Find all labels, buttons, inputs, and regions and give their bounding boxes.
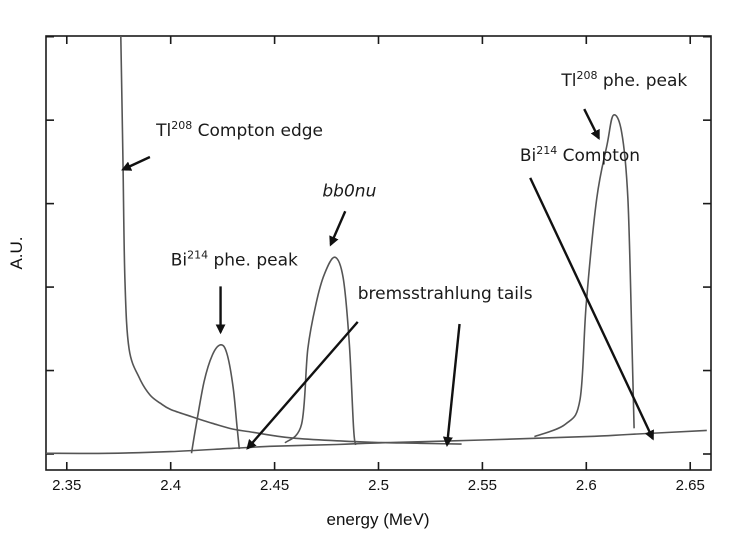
annotation-superscript: 208 <box>171 119 192 132</box>
series-line-2 <box>284 256 357 446</box>
annotation-arrow <box>529 177 654 441</box>
x-tick-label: 2.45 <box>260 477 289 494</box>
x-tick-label: 2.65 <box>676 477 705 494</box>
annotation-label: Bi214 Compton <box>520 144 640 166</box>
plot-area-frame <box>45 35 712 471</box>
x-tick-label: 2.4 <box>160 477 181 494</box>
annotation-arrow <box>442 323 461 447</box>
annotation-arrow <box>121 155 151 171</box>
series-line-0 <box>120 36 462 445</box>
spectrum-curves <box>46 36 707 455</box>
annotation-arrows <box>121 108 654 450</box>
x-tick-label: 2.6 <box>576 477 597 494</box>
annotation-main-text: Tl <box>560 71 576 91</box>
annotation-arrow <box>246 321 359 450</box>
annotation-rest-text: phe. peak <box>208 251 298 271</box>
annotation-superscript: 208 <box>576 69 597 82</box>
annotation-main-text: Bi <box>171 251 187 271</box>
series-line-3 <box>534 114 635 438</box>
x-tick-label: 2.5 <box>368 477 389 494</box>
annotation-main-text: Bi <box>520 146 536 166</box>
annotation-label: Tl208 Compton edge <box>155 119 323 141</box>
annotation-rest-text: phe. peak <box>597 71 687 91</box>
annotation-label: bremsstrahlung tails <box>358 284 533 304</box>
annotation-label: Bi214 phe. peak <box>171 249 298 271</box>
annotation-main-text: Tl <box>155 121 171 141</box>
series-line-1 <box>190 343 241 454</box>
y-axis-label: A.U. <box>7 236 26 269</box>
y-axis-ticks <box>46 35 711 455</box>
annotation-arrow <box>329 210 347 247</box>
annotation-main-text: bremsstrahlung tails <box>358 284 533 304</box>
x-tick-label: 2.35 <box>52 477 81 494</box>
annotation-label: Tl208 phe. peak <box>560 69 687 91</box>
annotation-rest-text: Compton <box>557 146 640 166</box>
series-line-4 <box>46 429 707 455</box>
annotation-arrow <box>583 108 600 141</box>
annotation-superscript: 214 <box>536 144 557 157</box>
x-axis-ticks: 2.35 2.4 2.45 2.5 2.55 2.6 2.65 <box>52 36 705 494</box>
annotation-superscript: 214 <box>187 249 208 262</box>
annotation-label: bb0nu <box>322 182 376 202</box>
annotation-main-text: bb0nu <box>322 182 376 202</box>
x-tick-label: 2.55 <box>468 477 497 494</box>
x-axis-label: energy (MeV) <box>327 510 430 529</box>
annotation-rest-text: Compton edge <box>192 121 323 141</box>
